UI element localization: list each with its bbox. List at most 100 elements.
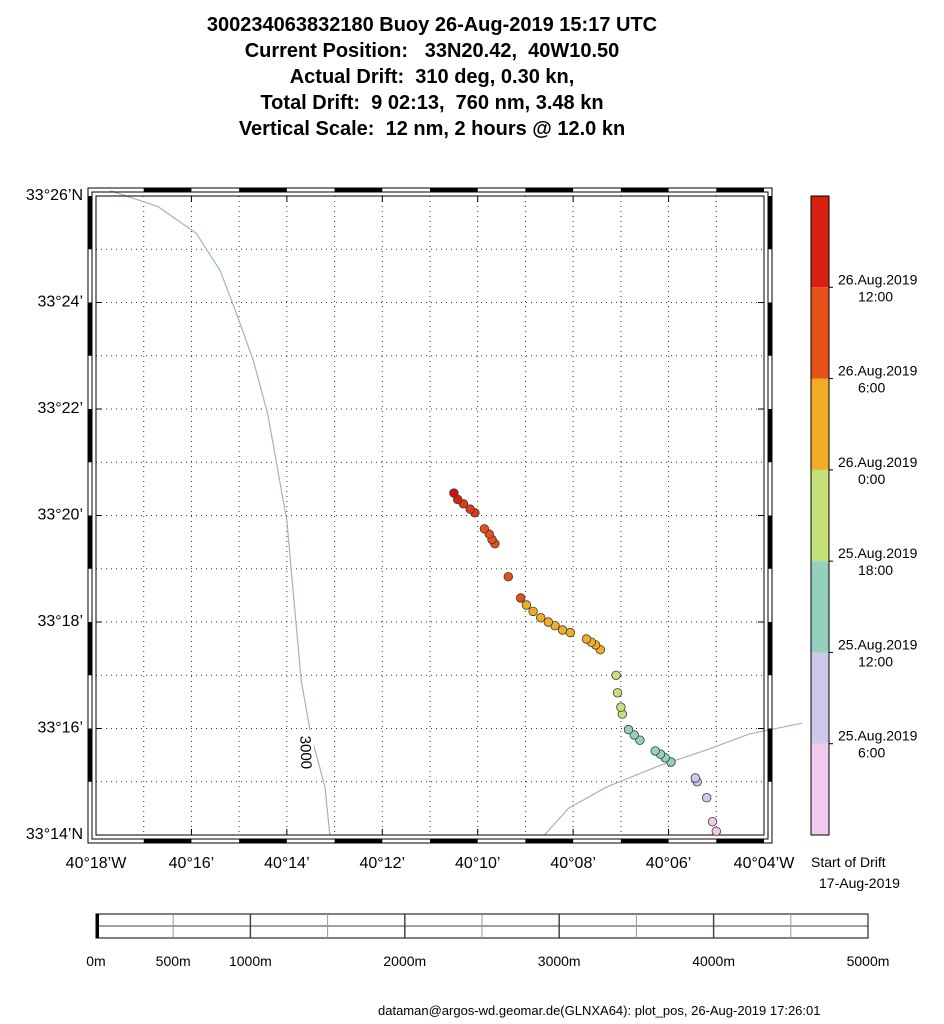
- latitude-labels: 33°26’N 33°24’ 33°22’ 33°20’ 33°18’ 33°16’ 33°…: [26, 187, 83, 843]
- colorbar-time-label: 12:00: [858, 288, 893, 304]
- title-block: 300234063832180 Buoy 26-Aug-2019 15:17 U…: [0, 12, 864, 142]
- colorbar-segment: [811, 469, 829, 562]
- map-frame: [87, 187, 773, 844]
- frame-bar-right: [768, 622, 772, 676]
- frame-bar-top: [525, 188, 574, 192]
- longitude-label: 40°16’: [169, 855, 215, 872]
- drift-point: [565, 627, 576, 638]
- colorbar-time-label: 0:00: [858, 471, 885, 487]
- colorbar-time-label: 6:00: [858, 380, 885, 396]
- drift-map-figure: 3000 33°26’N 33°24’ 33°22’ 33°20’ 33°18’ 33°1…: [26, 187, 918, 969]
- latitude-label: 33°20’: [37, 507, 83, 524]
- frame-bar-top: [620, 188, 669, 192]
- colorbar-segment: [811, 652, 829, 744]
- graticule-grid: [96, 196, 764, 835]
- drift-point: [711, 826, 722, 837]
- frame-bar-right: [768, 302, 772, 356]
- scalebar-label: 1000m: [229, 953, 272, 969]
- colorbar-date-label: 25.Aug.2019: [838, 545, 918, 561]
- colorbar-segment: [811, 287, 829, 379]
- drift-point: [581, 634, 592, 644]
- latitude-label: 33°18’: [37, 613, 83, 630]
- scalebar-label: 5000m: [847, 953, 890, 969]
- drift-point: [543, 617, 554, 627]
- frame-bar-bottom: [430, 839, 478, 843]
- distance-scalebar: 0m 500m 1000m 2000m 3000m 4000m 5000m: [86, 913, 890, 969]
- drift-point: [503, 572, 514, 582]
- frame-bar-right: [768, 728, 772, 782]
- drift-point: [702, 793, 712, 803]
- scalebar-label: 4000m: [692, 953, 735, 969]
- plot-credit: dataman@argos-wd.geomar.de(GLNXA64): plo…: [378, 1003, 821, 1018]
- scalebar-label: 500m: [156, 953, 191, 969]
- drift-point: [650, 746, 660, 756]
- longitude-labels: 40°18’W 40°16’ 40°14’ 40°12’ 40°10’ 40°08’ 40°…: [66, 855, 796, 872]
- colorbar-date-label: 26.Aug.2019: [838, 363, 918, 379]
- frame-bar-bottom: [239, 839, 287, 843]
- frame-bar-right: [768, 409, 772, 463]
- frame-bar-top: [239, 188, 287, 192]
- drift-point: [557, 625, 568, 635]
- frame-bar-bottom: [525, 839, 574, 843]
- scalebar-origin-mark: [96, 914, 99, 938]
- longitude-label: 40°08’: [550, 855, 596, 872]
- colorbar-start-label: Start of Drift: [811, 854, 886, 870]
- title-actual-drift: Actual Drift: 310 deg, 0.30 kn,: [289, 66, 575, 88]
- drift-point: [528, 606, 538, 617]
- colorbar-date-label: 26.Aug.2019: [838, 271, 918, 287]
- latitude-label: 33°22’: [37, 400, 83, 417]
- colorbar-date-label: 25.Aug.2019: [838, 636, 918, 652]
- drift-track: [449, 488, 722, 837]
- drift-point: [611, 670, 621, 681]
- frame-bar-top: [143, 188, 192, 192]
- colorbar-segment: [811, 743, 829, 835]
- longitude-label: 40°06’: [646, 855, 692, 872]
- contour-label-bg: [295, 730, 314, 775]
- frame-bar-left: [88, 196, 92, 250]
- colorbar-segment: [811, 378, 829, 470]
- colorbar-time-label: 6:00: [858, 745, 885, 761]
- colorbar-segment: [811, 561, 829, 653]
- title-current-position: Current Position: 33N20.42, 40W10.50: [244, 40, 620, 62]
- colorbar-segment: [811, 196, 829, 288]
- frame-bar-top: [334, 188, 383, 192]
- drift-point: [465, 504, 475, 514]
- frame-bar-bottom: [716, 839, 764, 843]
- longitude-label: 40°12’: [360, 855, 406, 872]
- drift-point: [629, 730, 639, 740]
- frame-bar-right: [768, 515, 772, 569]
- contour-line-west: [110, 190, 331, 836]
- drift-point: [612, 688, 623, 698]
- drift-point: [479, 524, 490, 534]
- title-buoy-id: 300234063832180 Buoy 26-Aug-2019 15:17 U…: [206, 14, 658, 36]
- scalebar-label: 0m: [86, 953, 105, 969]
- title-vertical-scale: Vertical Scale: 12 nm, 2 hours @ 12.0 kn: [238, 118, 626, 140]
- drift-point: [623, 724, 634, 735]
- drift-point: [635, 735, 645, 745]
- drift-point: [521, 600, 532, 610]
- frame-bar-bottom: [620, 839, 669, 843]
- drift-point: [707, 817, 718, 827]
- frame-bar-left: [88, 728, 92, 782]
- latitude-label: 33°16’: [37, 720, 83, 737]
- latitude-label: 33°14’N: [26, 826, 83, 843]
- frame-bar-bottom: [334, 839, 383, 843]
- drift-point: [616, 702, 626, 712]
- latitude-label: 33°24’: [37, 294, 83, 311]
- colorbar-date-label: 26.Aug.2019: [838, 454, 918, 470]
- scalebar-label: 2000m: [383, 953, 426, 969]
- drift-point: [449, 488, 459, 498]
- latitude-label: 33°26’N: [26, 187, 83, 204]
- frame-bar-right: [768, 196, 772, 250]
- time-colorbar: 26.Aug.201912:0026.Aug.20196:0026.Aug.20…: [810, 195, 918, 891]
- colorbar-time-label: 12:00: [858, 653, 893, 669]
- frame-bar-top: [430, 188, 478, 192]
- scalebar-label: 3000m: [538, 953, 581, 969]
- frame-bar-top: [716, 188, 764, 192]
- drift-point: [690, 773, 701, 783]
- drift-point: [536, 613, 546, 623]
- drift-point: [516, 593, 526, 603]
- longitude-label: 40°10’: [455, 855, 501, 872]
- colorbar-time-label: 18:00: [858, 562, 893, 578]
- colorbar-start-date: 17-Aug-2019: [819, 875, 900, 891]
